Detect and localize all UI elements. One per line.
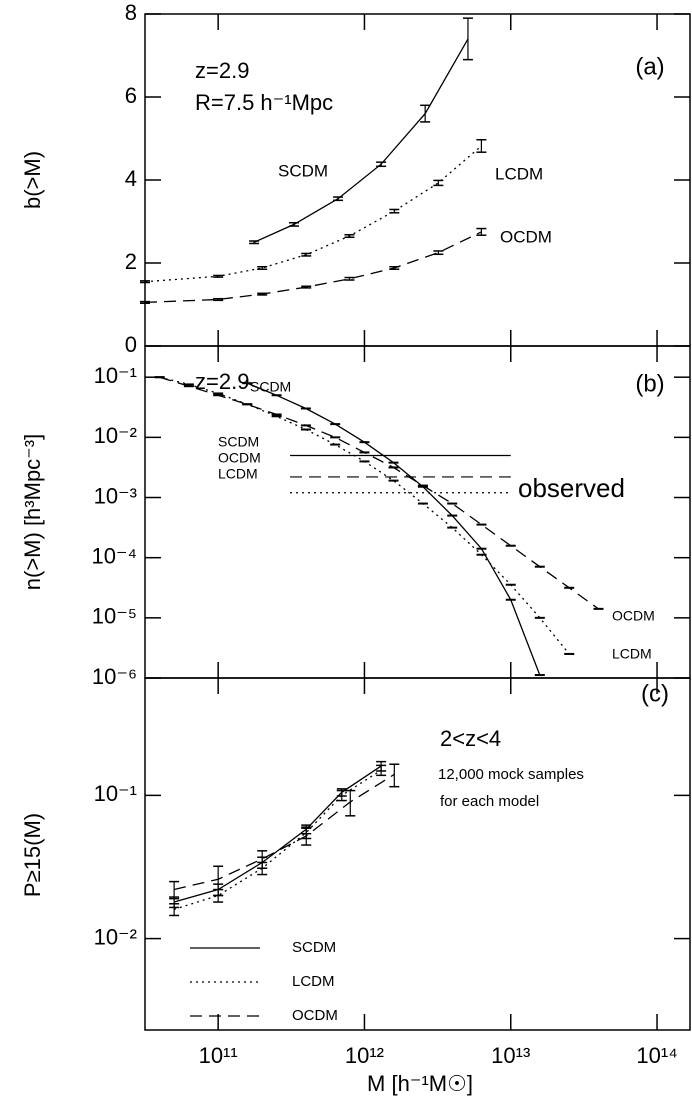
series-line — [253, 38, 469, 243]
y-tick-label: 6 — [125, 83, 137, 108]
x-tick-label: 10¹⁴ — [636, 1043, 677, 1068]
series-line — [145, 145, 482, 283]
y-tick-label: 10⁻² — [94, 924, 137, 949]
y-tick-label: 0 — [125, 332, 137, 357]
y-tick-label: 2 — [125, 249, 137, 274]
observed-name: OCDM — [218, 450, 261, 466]
series-line — [159, 376, 570, 655]
panel-label: (b) — [635, 370, 664, 397]
series-line — [173, 773, 395, 891]
x-tick-label: 10¹³ — [491, 1043, 530, 1068]
y-axis-label: P≥15(M) — [20, 813, 45, 897]
annotation: z=2.9 — [195, 58, 249, 83]
annotation: for each model — [440, 793, 539, 810]
y-tick-label: 10⁻⁴ — [91, 543, 137, 568]
y-tick-label: 10⁻¹ — [94, 781, 137, 806]
legend-label: OCDM — [292, 1007, 338, 1024]
series-name: SCDM — [250, 379, 291, 395]
panel-label: (c) — [641, 680, 669, 707]
annotation: R=7.5 h⁻¹Mpc — [195, 90, 333, 115]
panel-label: (a) — [635, 53, 664, 80]
series-line — [246, 382, 541, 676]
series-name: OCDM — [612, 608, 655, 624]
y-tick-label: 10⁻² — [94, 423, 137, 448]
observed-name: LCDM — [218, 466, 258, 482]
observed-label: observed — [518, 473, 625, 503]
series-line — [145, 231, 482, 304]
series-line — [173, 765, 382, 903]
y-tick-label: 10⁻¹ — [94, 363, 137, 388]
x-axis-label: M [h⁻¹M☉] — [367, 1071, 473, 1096]
y-tick-label: 10⁻⁶ — [92, 664, 137, 689]
y-axis-label: n(>M) [h³Mpc⁻³] — [20, 434, 45, 590]
y-axis-label: b(>M) — [20, 151, 45, 209]
x-tick-label: 10¹¹ — [199, 1043, 238, 1068]
y-tick-label: 4 — [125, 166, 137, 191]
annotation: z=2.9 — [195, 369, 249, 394]
plot-frame — [144, 677, 691, 1031]
y-tick-label: 10⁻³ — [94, 483, 137, 508]
plot-frame — [144, 345, 691, 679]
legend-label: LCDM — [292, 973, 335, 990]
series-line — [159, 376, 599, 610]
series-line — [173, 769, 382, 911]
series-name: LCDM — [612, 646, 652, 662]
y-tick-label: 8 — [125, 0, 137, 25]
x-tick-label: 10¹² — [345, 1043, 384, 1068]
legend-label: SCDM — [292, 939, 336, 956]
observed-name: SCDM — [218, 434, 259, 450]
annotation: 2<z<4 — [440, 726, 501, 751]
annotation: 12,000 mock samples — [438, 766, 584, 783]
y-tick-label: 10⁻⁵ — [92, 604, 137, 629]
series-name: LCDM — [495, 164, 543, 183]
series-name: SCDM — [278, 161, 328, 180]
series-name: OCDM — [500, 227, 552, 246]
